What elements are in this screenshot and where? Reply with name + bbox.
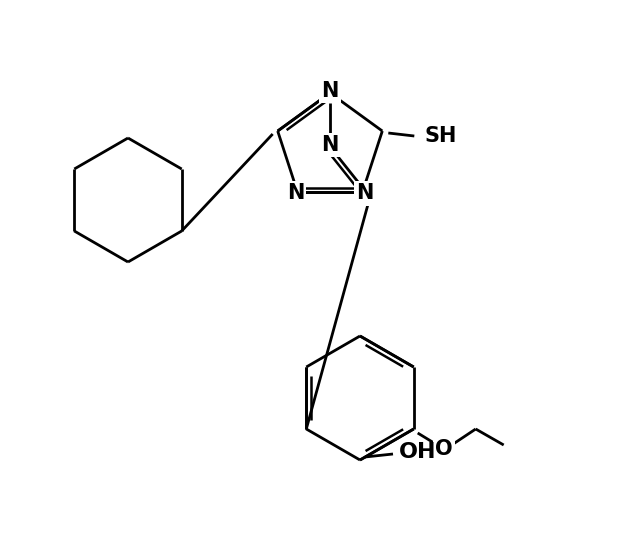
Text: N: N [321, 81, 339, 101]
Text: O: O [435, 439, 452, 459]
Text: N: N [321, 135, 339, 155]
Text: N: N [287, 183, 305, 204]
Text: N: N [356, 183, 373, 204]
Text: SH: SH [424, 126, 456, 146]
Text: OH: OH [399, 442, 436, 462]
